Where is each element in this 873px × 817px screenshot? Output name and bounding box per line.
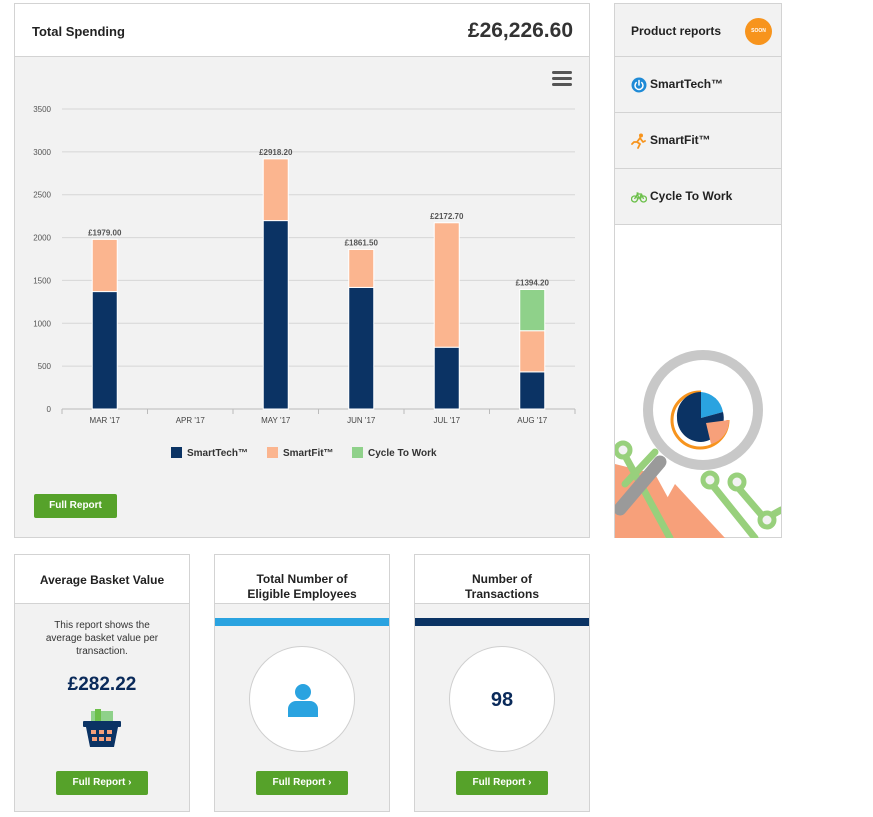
total-spending-title: Total Spending xyxy=(32,24,125,39)
transactions-count: 98 xyxy=(490,689,514,711)
bar-segment xyxy=(519,330,546,373)
product-item-label: SmartFit™ xyxy=(650,133,711,147)
eligible-employees-header: Total Number of Eligible Employees xyxy=(215,555,389,604)
soon-badge: SOON xyxy=(745,18,772,45)
total-spending-header: Total Spending £26,226.60 xyxy=(15,4,589,57)
eligible-employees-circle xyxy=(249,646,355,752)
bar-total-label: £2172.70 xyxy=(430,212,464,221)
bar-segment xyxy=(519,288,546,332)
transactions-circle: 98 xyxy=(449,646,555,752)
product-item-smartfit[interactable]: SmartFit™ xyxy=(615,113,781,169)
person-icon xyxy=(288,684,318,717)
average-basket-title: Average Basket Value xyxy=(39,573,165,587)
transactions-card: Number of Transactions 98 Full Report › xyxy=(414,554,590,812)
runner-icon xyxy=(631,133,646,149)
bar-total-label: £1861.50 xyxy=(345,238,379,247)
employees-full-report-button[interactable]: Full Report › xyxy=(256,771,348,795)
legend-label: SmartFit™ xyxy=(283,448,334,459)
bar-total-label: £1979.00 xyxy=(88,228,122,237)
product-item-cycle-to-work[interactable]: Cycle To Work xyxy=(615,169,781,225)
product-reports-header: Product reports SOON xyxy=(615,4,781,57)
spending-chart: 0 500 1000 1500 2000 2500 3000 3500 £1979.00 MAR … xyxy=(33,105,576,459)
product-reports-panel: Product reports SOON SmartTech™ SmartFit… xyxy=(614,3,782,538)
y-tick-label: 2000 xyxy=(33,234,51,243)
legend-swatch xyxy=(352,447,363,458)
y-tick-label: 500 xyxy=(38,362,52,371)
transactions-header: Number of Transactions xyxy=(415,555,589,604)
bar-segment xyxy=(348,286,375,410)
spending-full-report-button[interactable]: Full Report xyxy=(34,494,117,518)
bar-segment xyxy=(91,291,118,410)
y-tick-label: 3000 xyxy=(33,148,51,157)
bar-segment xyxy=(348,248,375,288)
eligible-employees-title: Total Number of Eligible Employees xyxy=(247,572,357,601)
bar-total-label: £1394.20 xyxy=(516,278,550,287)
y-tick-label: 3500 xyxy=(33,105,51,114)
product-item-label: SmartTech™ xyxy=(650,77,724,91)
eligible-employees-card: Total Number of Eligible Employees Full … xyxy=(214,554,390,812)
average-basket-description: This report shows the average basket val… xyxy=(45,620,159,657)
x-tick-label: JUL '17 xyxy=(433,416,460,425)
bar-segment xyxy=(262,158,289,222)
bar-segment xyxy=(433,346,460,410)
basket-full-report-button[interactable]: Full Report › xyxy=(56,771,148,795)
magnifier-illustration xyxy=(615,350,781,538)
x-tick-label: MAY '17 xyxy=(261,416,291,425)
transactions-stripe xyxy=(415,618,589,626)
x-tick-label: JUN '17 xyxy=(347,416,376,425)
x-tick-label: MAR '17 xyxy=(90,416,121,425)
transactions-title: Number of Transactions xyxy=(464,572,540,601)
legend-swatch xyxy=(171,447,182,458)
basket-icon xyxy=(83,709,121,747)
bar-segment xyxy=(91,238,118,293)
average-basket-card: Average Basket Value This report shows t… xyxy=(14,554,190,812)
y-tick-label: 2500 xyxy=(33,191,51,200)
bar-segment xyxy=(433,222,460,348)
bar-segment xyxy=(262,220,289,410)
average-basket-value: £282.22 xyxy=(67,674,137,695)
total-spending-amount: £26,226.60 xyxy=(467,19,573,42)
bar-total-label: £2918.20 xyxy=(259,148,293,157)
product-item-label: Cycle To Work xyxy=(650,189,733,203)
power-icon xyxy=(631,77,647,93)
x-tick-label: APR '17 xyxy=(176,416,206,425)
y-tick-label: 1000 xyxy=(33,319,51,328)
chart-menu-icon[interactable] xyxy=(552,71,572,87)
product-item-smarttech[interactable]: SmartTech™ xyxy=(615,57,781,113)
eligible-employees-stripe xyxy=(215,618,389,626)
total-spending-card: Total Spending £26,226.60 0 500 1000 1500 20… xyxy=(14,3,590,538)
legend-swatch xyxy=(267,447,278,458)
transactions-full-report-button[interactable]: Full Report › xyxy=(456,771,548,795)
product-reports-title: Product reports xyxy=(631,24,722,38)
y-tick-label: 0 xyxy=(47,405,52,414)
average-basket-header: Average Basket Value xyxy=(15,555,189,604)
y-tick-label: 1500 xyxy=(33,276,51,285)
legend-label: Cycle To Work xyxy=(368,448,437,459)
x-tick-label: AUG '17 xyxy=(517,416,548,425)
bicycle-icon xyxy=(631,192,647,203)
bar-segment xyxy=(519,371,546,410)
legend-label: SmartTech™ xyxy=(187,448,248,459)
